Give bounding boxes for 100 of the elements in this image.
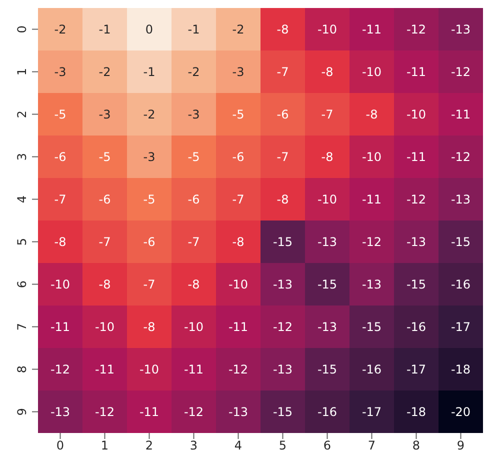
data-label: -8 xyxy=(366,107,378,122)
data-label: -15 xyxy=(406,277,426,292)
data-label: -10 xyxy=(50,277,70,292)
y-tick-label: 4 xyxy=(15,195,29,204)
data-label: -7 xyxy=(321,107,334,122)
data-label: -13 xyxy=(228,404,248,419)
data-label: -12 xyxy=(50,362,70,376)
data-label: -7 xyxy=(54,192,66,206)
data-label: -7 xyxy=(143,277,156,292)
data-label: -12 xyxy=(184,404,204,419)
data-label: -10 xyxy=(406,107,426,122)
y-tick-label: 0 xyxy=(15,25,29,34)
data-label: -7 xyxy=(232,192,244,206)
data-label: -6 xyxy=(98,192,111,206)
data-label: -13 xyxy=(272,277,293,292)
data-label: -3 xyxy=(188,107,200,122)
data-label: -12 xyxy=(228,362,248,376)
data-label: -8 xyxy=(276,192,289,206)
data-label: -15 xyxy=(317,362,338,376)
x-tick-label: 6 xyxy=(323,438,332,453)
data-label: -11 xyxy=(362,192,382,206)
x-tick-label: 4 xyxy=(234,438,242,453)
y-tick-label: 6 xyxy=(15,280,29,288)
data-label: -8 xyxy=(232,234,244,249)
data-label: -1 xyxy=(188,22,200,36)
data-label: -12 xyxy=(450,64,471,79)
data-label: -11 xyxy=(406,150,426,164)
data-label: -15 xyxy=(272,234,293,249)
y-tick-label: 3 xyxy=(15,152,29,161)
y-tick-label: 2 xyxy=(15,110,29,118)
y-tick-label: 7 xyxy=(15,322,29,331)
x-tick-label: 5 xyxy=(278,438,287,453)
data-label: -8 xyxy=(98,277,111,292)
data-label: -10 xyxy=(362,64,382,79)
data-label: -8 xyxy=(321,150,334,164)
data-label: -5 xyxy=(54,107,66,122)
data-label: -1 xyxy=(143,64,156,79)
data-label: -7 xyxy=(276,150,289,164)
data-label: -13 xyxy=(450,192,471,206)
data-label: -17 xyxy=(450,320,471,334)
data-label: -13 xyxy=(450,22,471,36)
data-label: -6 xyxy=(143,234,156,249)
x-tick-label: 1 xyxy=(100,438,109,453)
data-label: -5 xyxy=(232,107,244,122)
data-label: -17 xyxy=(406,362,426,376)
data-label: -10 xyxy=(139,362,160,376)
data-label: -15 xyxy=(317,277,338,292)
data-label: -12 xyxy=(272,320,293,334)
data-label: -8 xyxy=(143,320,156,334)
data-label: -15 xyxy=(362,320,382,334)
data-label: -3 xyxy=(232,64,244,79)
data-label: -11 xyxy=(184,362,204,376)
data-label: -16 xyxy=(450,277,471,292)
data-label: -8 xyxy=(188,277,200,292)
y-tick-label: 8 xyxy=(15,365,29,374)
data-label: -18 xyxy=(406,404,426,419)
data-label: -10 xyxy=(184,320,204,334)
data-label: -6 xyxy=(276,107,289,122)
data-label: -12 xyxy=(450,150,471,164)
data-label: -7 xyxy=(98,234,111,249)
data-label: -11 xyxy=(139,404,160,419)
data-label: -12 xyxy=(94,404,115,419)
data-label: -2 xyxy=(232,22,244,36)
data-label: -7 xyxy=(276,64,289,79)
data-label: -7 xyxy=(188,234,200,249)
data-label: -11 xyxy=(94,362,115,376)
y-tick-label: 9 xyxy=(15,408,29,416)
data-label: -6 xyxy=(188,192,200,206)
data-label: -10 xyxy=(317,22,338,36)
data-label: -15 xyxy=(450,234,471,249)
x-tick-label: 8 xyxy=(412,438,420,453)
data-label: -11 xyxy=(50,320,70,334)
data-label: -13 xyxy=(406,234,426,249)
data-label: -13 xyxy=(317,234,338,249)
data-label: -3 xyxy=(143,150,156,164)
data-label: -18 xyxy=(450,362,471,376)
data-label: -2 xyxy=(98,64,111,79)
y-tick-label: 1 xyxy=(15,68,29,76)
data-label: -13 xyxy=(362,277,382,292)
data-label: -10 xyxy=(94,320,115,334)
data-label: -6 xyxy=(54,150,66,164)
data-label: -13 xyxy=(50,404,70,419)
data-label: -10 xyxy=(317,192,338,206)
data-label: -12 xyxy=(406,192,426,206)
data-label: -16 xyxy=(362,362,382,376)
x-tick-label: 2 xyxy=(145,438,154,453)
data-label: -12 xyxy=(362,234,382,249)
x-tick-label: 9 xyxy=(456,438,465,453)
x-tick-label: 7 xyxy=(368,438,376,453)
data-label: -12 xyxy=(406,22,426,36)
data-label: -2 xyxy=(188,64,200,79)
data-label: -17 xyxy=(362,404,382,419)
data-label: -5 xyxy=(98,150,111,164)
data-label: -5 xyxy=(188,150,200,164)
data-label: -10 xyxy=(228,277,248,292)
data-label: -16 xyxy=(317,404,338,419)
data-label: -1 xyxy=(98,22,111,36)
data-label: -13 xyxy=(317,320,338,334)
data-label: -11 xyxy=(406,64,426,79)
data-label: -8 xyxy=(54,234,66,249)
